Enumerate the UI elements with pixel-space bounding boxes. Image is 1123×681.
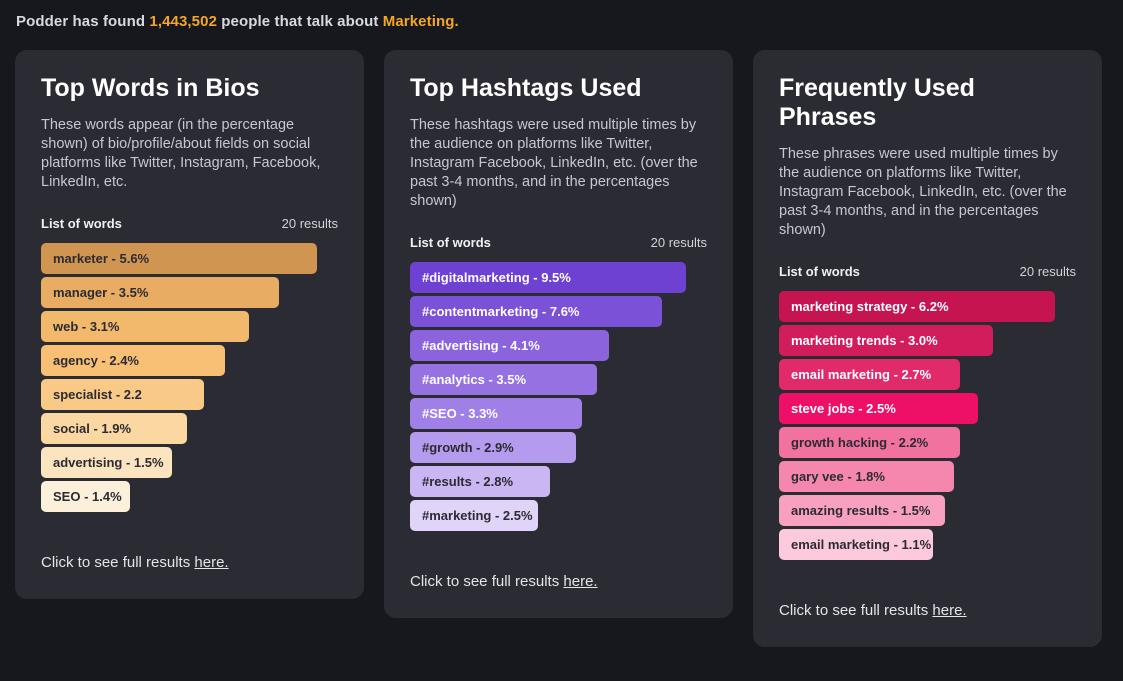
bar-row: social - 1.9% <box>41 413 187 445</box>
bar-row: SEO - 1.4% <box>41 481 131 513</box>
list-label: List of words <box>41 216 122 232</box>
bar-row: marketing trends - 3.0% <box>779 325 993 357</box>
bar-row: marketer - 5.6% <box>41 243 318 275</box>
bar-label: amazing results - 1.5% <box>791 503 931 519</box>
bar-row: amazing results - 1.5% <box>779 495 946 527</box>
bar-label: specialist - 2.2 <box>53 387 142 403</box>
bar-label: growth hacking - 2.2% <box>791 435 929 451</box>
card-description: These hashtags were used multiple times … <box>410 116 698 210</box>
card-description: These phrases were used multiple times b… <box>779 145 1067 239</box>
bar-row: specialist - 2.2 <box>41 379 205 411</box>
bar-label: #SEO - 3.3% <box>422 406 498 422</box>
bar-label: #results - 2.8% <box>422 474 514 490</box>
bar-label: #contentmarketing - 7.6% <box>422 304 580 320</box>
card-top-hashtags-used: Top Hashtags Used These hashtags were us… <box>384 50 733 619</box>
card-description: These words appear (in the percentage sh… <box>41 116 321 191</box>
full-results-link[interactable]: here. <box>194 554 229 572</box>
card-title: Top Hashtags Used <box>410 74 642 102</box>
card-footer: Click to see full results here. <box>410 573 707 590</box>
footer-text: Click to see full results <box>41 554 195 572</box>
list-label: List of words <box>410 235 491 251</box>
bar-row: #analytics - 3.5% <box>410 364 598 396</box>
bar-label: #digitalmarketing - 9.5% <box>422 270 571 286</box>
bar-label: manager - 3.5% <box>53 285 149 301</box>
bar-row: #digitalmarketing - 9.5% <box>410 262 687 294</box>
bar-row: #advertising - 4.1% <box>410 330 609 362</box>
bar-row: #SEO - 3.3% <box>410 398 583 430</box>
bar-label: web - 3.1% <box>53 319 120 335</box>
card-footer: Click to see full results here. <box>41 554 338 571</box>
bar-row: growth hacking - 2.2% <box>779 427 961 459</box>
bar-row: web - 3.1% <box>41 311 249 343</box>
full-results-link[interactable]: here. <box>932 602 967 620</box>
footer-text: Click to see full results <box>779 602 933 620</box>
card-title: Top Words in Bios <box>41 74 260 102</box>
bar-label: advertising - 1.5% <box>53 455 164 471</box>
results-count: 20 results <box>281 216 338 232</box>
results-count: 20 results <box>650 235 707 251</box>
results-count: 20 results <box>1019 264 1076 280</box>
bar-label: #marketing - 2.5% <box>422 508 533 524</box>
bar-row: email marketing - 2.7% <box>779 359 961 391</box>
bar-label: marketing strategy - 6.2% <box>791 299 949 315</box>
bar-row: agency - 2.4% <box>41 345 226 377</box>
bar-label: marketer - 5.6% <box>53 251 150 267</box>
card-frequently-used-phrases: Frequently Used Phrases These phrases we… <box>753 50 1102 648</box>
list-header: List of words 20 results <box>779 264 1076 279</box>
list-header: List of words 20 results <box>41 216 338 231</box>
bar-label: #growth - 2.9% <box>422 440 514 456</box>
bar-row: #marketing - 2.5% <box>410 500 538 532</box>
bar-row: marketing strategy - 6.2% <box>779 291 1056 323</box>
bar-label: email marketing - 1.1% <box>791 537 932 553</box>
summary-prefix: Podder has found <box>16 13 150 30</box>
topic-name: Marketing. <box>382 13 459 30</box>
bar-row: steve jobs - 2.5% <box>779 393 978 425</box>
people-count: 1,443,502 <box>149 13 218 30</box>
bar-chart-words: marketer - 5.6% manager - 3.5% web - 3.1% a… <box>41 243 338 513</box>
full-results-link[interactable]: here. <box>563 573 598 591</box>
bar-row: advertising - 1.5% <box>41 447 172 479</box>
bar-label: agency - 2.4% <box>53 353 139 369</box>
bar-chart-phrases: marketing strategy - 6.2% marketing trend… <box>779 291 1076 561</box>
list-header: List of words 20 results <box>410 235 707 250</box>
bar-label: #analytics - 3.5% <box>422 372 527 388</box>
bar-row: #results - 2.8% <box>410 466 550 498</box>
bar-label: #advertising - 4.1% <box>422 338 540 354</box>
cards-container: Top Words in Bios These words appear (in… <box>0 46 1123 661</box>
card-title: Frequently Used Phrases <box>779 74 975 131</box>
footer-text: Click to see full results <box>410 573 564 591</box>
list-label: List of words <box>779 264 860 280</box>
bar-label: social - 1.9% <box>53 421 132 437</box>
bar-row: #growth - 2.9% <box>410 432 577 464</box>
card-footer: Click to see full results here. <box>779 602 1076 619</box>
card-top-words-in-bios: Top Words in Bios These words appear (in… <box>15 50 364 600</box>
bar-row: email marketing - 1.1% <box>779 529 934 561</box>
bar-row: gary vee - 1.8% <box>779 461 955 493</box>
bar-label: SEO - 1.4% <box>53 489 122 505</box>
bar-label: steve jobs - 2.5% <box>791 401 896 417</box>
bar-label: gary vee - 1.8% <box>791 469 885 485</box>
bar-chart-hashtags: #digitalmarketing - 9.5% #contentmarketin… <box>410 262 707 532</box>
bar-row: #contentmarketing - 7.6% <box>410 296 663 328</box>
summary-middle: people that talk about <box>217 13 383 30</box>
bar-label: email marketing - 2.7% <box>791 367 932 383</box>
bar-label: marketing trends - 3.0% <box>791 333 938 349</box>
bar-row: manager - 3.5% <box>41 277 279 309</box>
summary-banner: Podder has found 1,443,502 people that t… <box>0 0 1123 46</box>
